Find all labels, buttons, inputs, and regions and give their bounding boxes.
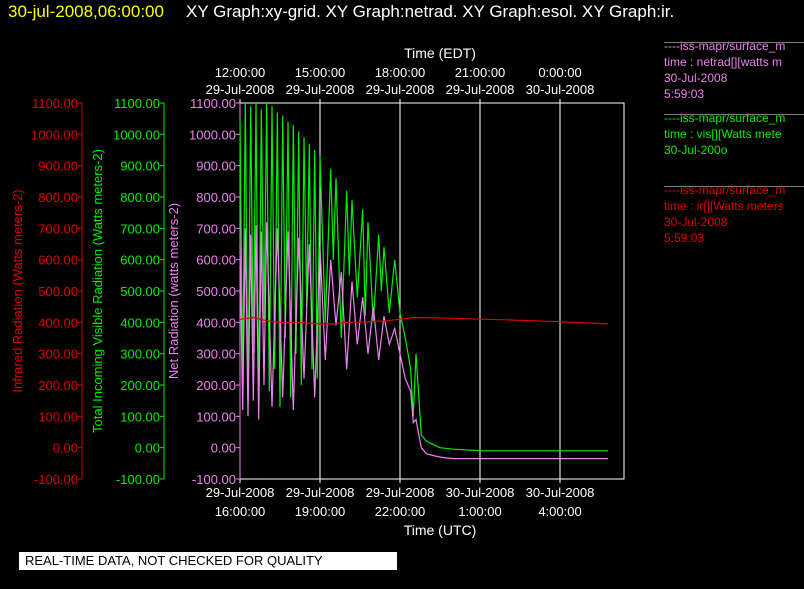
header-datetime: 30-jul-2008,06:00:00 [8,2,164,21]
y-tick-label: 500.00 [196,284,236,299]
top-tick-time-label: 21:00:00 [455,65,506,80]
y-tick-label: 100.00 [196,409,236,424]
x-axis-label-bottom: Time (UTC) [404,522,477,538]
y-tick-label: 900.00 [38,159,78,174]
y-tick-label: 600.00 [196,253,236,268]
y-tick-label: 700.00 [120,221,160,236]
top-tick-date-label: 29-Jul-2008 [366,82,435,97]
legend-entry-net: ----iss-mapr/surface_m time : netrad[][w… [664,38,804,102]
bottom-tick-date-label: 29-Jul-2008 [206,485,275,500]
legend-line1: time : netrad[][watts m [664,55,783,69]
y-tick-label: 600.00 [38,253,78,268]
y-tick-label: 900.00 [196,159,236,174]
y-tick-label: 1100.00 [190,96,236,111]
y-tick-label: -100.00 [116,472,160,487]
bottom-tick-time-label: 1:00:00 [458,504,501,519]
bottom-tick-time-label: 4:00:00 [538,504,581,519]
y-tick-label: 400.00 [120,315,160,330]
y-tick-label: 300.00 [196,347,236,362]
y-tick-label: 500.00 [38,284,78,299]
y-tick-label: 400.00 [38,315,78,330]
y-tick-label: 800.00 [120,190,160,205]
y-tick-label: 100.00 [120,409,160,424]
legend-line2: 30-Jul-2008 [664,71,728,85]
y-tick-label: 500.00 [120,284,160,299]
bottom-tick-time-label: 19:00:00 [295,504,346,519]
y-tick-label: 700.00 [196,221,236,236]
y-tick-label: -100.00 [34,472,78,487]
legend-line1: time : ir[][Watts meters [664,199,784,213]
y-tick-label: 0.00 [53,441,78,456]
bottom-tick-time-label: 22:00:00 [375,504,426,519]
x-axis-label-top: Time (EDT) [404,45,476,61]
legend-name: ----iss-mapr/surface_m [664,39,786,53]
y-tick-label: 1100.00 [32,96,78,111]
legend-line2: 30-Jul-2008 [664,215,728,229]
y-tick-label: 100.00 [38,409,78,424]
y-tick-label: 1100.00 [114,96,160,111]
top-tick-date-label: 30-Jul-2008 [526,82,595,97]
legend-divider [664,114,804,115]
y-tick-label: 600.00 [120,253,160,268]
legend-divider [664,186,804,187]
y-tick-label: 200.00 [196,378,236,393]
bottom-tick-date-label: 30-Jul-2008 [446,485,515,500]
bottom-tick-date-label: 29-Jul-2008 [286,485,355,500]
y-tick-label: 800.00 [196,190,236,205]
legend-name: ----iss-mapr/surface_m [664,183,786,197]
legend-entry-ir: ----iss-mapr/surface_m time : ir[][Watts… [664,182,804,246]
y-tick-label: 300.00 [120,347,160,362]
y-tick-label: 1000.00 [189,127,236,142]
y-tick-label: 0.00 [211,441,236,456]
top-tick-date-label: 29-Jul-2008 [446,82,515,97]
top-tick-time-label: 12:00:00 [215,65,266,80]
series-line [239,102,608,452]
bottom-tick-time-label: 16:00:00 [215,504,266,519]
y-tick-label: 800.00 [38,190,78,205]
bottom-tick-date-label: 29-Jul-2008 [366,485,435,500]
y-axis-title: Infrared Radiation (Watts meters-2) [10,189,25,392]
legend-entry-vis: ----iss-mapr/surface_m time : vis[][Watt… [664,110,804,158]
y-axis-title: Total Incoming Visible Radiation (Watts … [90,149,105,433]
top-tick-time-label: 18:00:00 [375,65,426,80]
y-axis-title: Net Radiation (watts meters-2) [166,203,181,379]
bottom-tick-date-label: 30-Jul-2008 [526,485,595,500]
y-tick-label: 400.00 [196,315,236,330]
top-tick-time-label: 0:00:00 [538,65,581,80]
top-tick-date-label: 29-Jul-2008 [206,82,275,97]
legend-divider [664,42,804,43]
legend-line2: 30-Jul-200o [664,143,728,157]
series-line [239,222,608,460]
y-tick-label: 700.00 [38,221,78,236]
header-graph-list: XY Graph:xy-grid. XY Graph:netrad. XY Gr… [186,2,675,21]
legend-line3: 5:59:03 [664,87,705,101]
y-tick-label: 200.00 [120,378,160,393]
top-tick-date-label: 29-Jul-2008 [286,82,355,97]
legend-line3: 5:59:03 [664,231,705,245]
legend-name: ----iss-mapr/surface_m [664,111,786,125]
quality-banner: REAL-TIME DATA, NOT CHECKED FOR QUALITY [19,552,397,570]
series-line [239,316,609,325]
y-tick-label: 1000.00 [113,127,160,142]
y-tick-label: 1000.00 [31,127,78,142]
y-tick-label: 900.00 [120,159,160,174]
y-tick-label: 300.00 [38,347,78,362]
top-tick-time-label: 15:00:00 [295,65,346,80]
y-tick-label: 200.00 [38,378,78,393]
y-tick-label: 0.00 [135,441,160,456]
y-tick-label: -100.00 [192,472,236,487]
legend-line1: time : vis[][Watts mete [664,127,782,141]
